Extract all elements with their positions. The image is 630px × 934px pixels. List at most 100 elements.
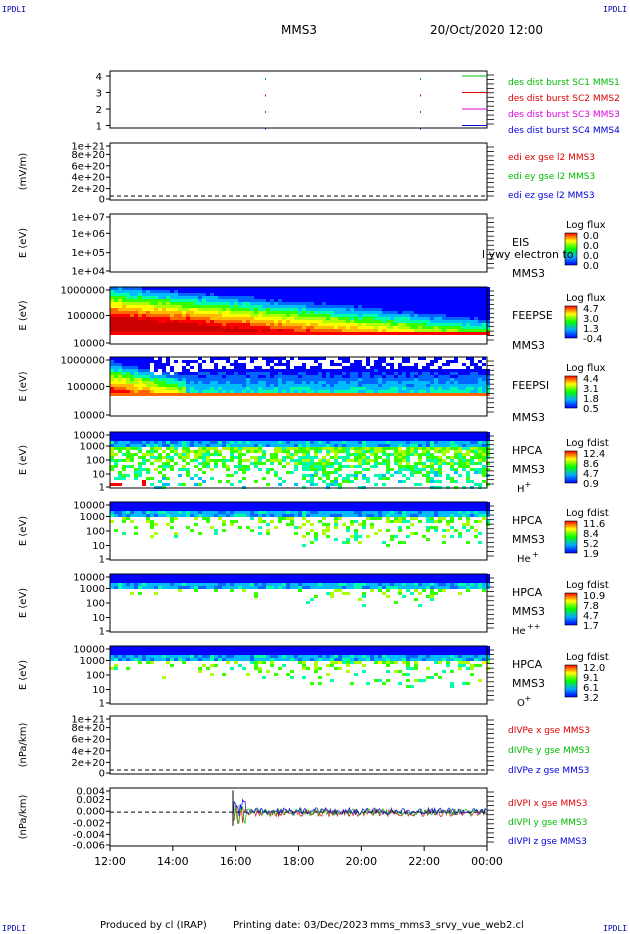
feepsi-cell: [466, 366, 470, 369]
feepse-cell: [450, 323, 454, 326]
feepse-cell: [470, 296, 474, 299]
hpca-h-cell: [358, 444, 362, 447]
hpca-h-cell: [358, 465, 362, 468]
feepse-cell: [398, 302, 402, 305]
feepse-cell: [254, 326, 258, 329]
hpca-hepp-cell: [162, 574, 166, 577]
hpca-hepp-cell: [154, 592, 158, 595]
hpca-h-cell: [214, 459, 218, 462]
feepse-cell: [322, 317, 326, 320]
feepsi-cell: [406, 381, 410, 384]
hpca-h-cell: [334, 456, 338, 459]
feepse-cell: [470, 323, 474, 326]
hpca-h-cell: [426, 474, 430, 477]
feepse-cell: [310, 323, 314, 326]
hpca-h-cell: [318, 477, 322, 480]
hpca-h-cell: [454, 468, 458, 471]
hpca-h-cell: [114, 462, 118, 465]
hpca-h-cell: [450, 462, 454, 465]
feepsi-cell: [326, 375, 330, 378]
hpca-he-cell: [410, 523, 414, 526]
hpca-he-cell: [158, 514, 162, 517]
feepsi-cell: [390, 387, 394, 390]
hpca-h-cell: [338, 444, 342, 447]
hpca-h-cell: [326, 474, 330, 477]
feepse-cell: [218, 299, 222, 302]
hpca-h-cell: [154, 447, 158, 450]
hpca-h-cell: [314, 483, 318, 486]
feepse-cell: [406, 320, 410, 323]
hpca-h-cell: [334, 471, 338, 474]
feepse-cell: [162, 287, 166, 290]
hpca-he-cell: [222, 514, 226, 517]
feepse-cell: [390, 323, 394, 326]
feepse-cell: [330, 314, 334, 317]
hpca-he-cell: [150, 511, 154, 514]
hpca-h-cell: [142, 459, 146, 462]
feepsi-cell: [174, 375, 178, 378]
feepsi-cell: [482, 375, 486, 378]
hpca-he-cell: [206, 514, 210, 517]
hpca-hepp-cell: [146, 577, 150, 580]
hpca-h-cell: [182, 468, 186, 471]
hpca-he-cell: [390, 520, 394, 523]
des-dist-series-dot: [265, 111, 266, 113]
feepse-cell: [458, 320, 462, 323]
feepsi-cell: [394, 369, 398, 372]
hpca-he-cell: [166, 523, 170, 526]
hpca-he-cell: [258, 517, 262, 520]
feepse-cell: [134, 308, 138, 311]
feepse-cell: [406, 326, 410, 329]
hpca-h-cell: [478, 444, 482, 447]
hpca-h-cell: [458, 447, 462, 450]
hpca-h-cell: [170, 468, 174, 471]
hpca-h-cell: [454, 438, 458, 441]
feepsi-cell: [326, 384, 330, 387]
hpca-he-cell: [194, 505, 198, 508]
feepsi-cell: [198, 381, 202, 384]
feepse-cell: [362, 317, 366, 320]
feepse-cell: [266, 317, 270, 320]
feepse-cell: [386, 293, 390, 296]
feepse-cell: [142, 329, 146, 332]
hpca-he-cell: [210, 511, 214, 514]
feepse-cell: [126, 326, 130, 329]
hpca-h-cell: [470, 456, 474, 459]
hpca-h-cell: [386, 441, 390, 444]
feepsi-cell: [286, 384, 290, 387]
feepsi-cell: [306, 369, 310, 372]
feepsi-ytick-label: 1000000: [60, 356, 105, 367]
feepse-cell: [274, 323, 278, 326]
feepse-cell: [318, 311, 322, 314]
hpca-h-cell: [418, 444, 422, 447]
hpca-h-cell: [454, 441, 458, 444]
hpca-he-cell: [358, 502, 362, 505]
hpca-h-cell: [282, 444, 286, 447]
feepse-cell: [418, 329, 422, 332]
feepse-cell: [290, 332, 294, 335]
feepsi-cell: [282, 393, 286, 396]
hpca-h-cell: [442, 462, 446, 465]
hpca-he-cell: [342, 505, 346, 508]
hpca-h-cell: [298, 444, 302, 447]
hpca-h-cell: [294, 432, 298, 435]
hpca-h-cell: [138, 468, 142, 471]
hpca-h-cell: [226, 435, 230, 438]
feepsi-cell: [214, 384, 218, 387]
feepse-cell: [318, 290, 322, 293]
hpca-he-cell: [418, 511, 422, 514]
hpca-h-cell: [134, 435, 138, 438]
feepsi-cell: [170, 369, 174, 372]
hpca-he-cell: [410, 514, 414, 517]
feepse-cell: [338, 320, 342, 323]
hpca-he-cell: [478, 541, 482, 544]
feepse-cell: [182, 299, 186, 302]
hpca-hepp-cell: [354, 586, 358, 589]
hpca-he-cell: [442, 502, 446, 505]
feepse-cell: [470, 290, 474, 293]
hpca-h-cell: [306, 480, 310, 483]
hpca-h-cell: [190, 441, 194, 444]
feepse-cell: [390, 287, 394, 290]
feepse-cell: [306, 296, 310, 299]
feepse-cell: [122, 293, 126, 296]
